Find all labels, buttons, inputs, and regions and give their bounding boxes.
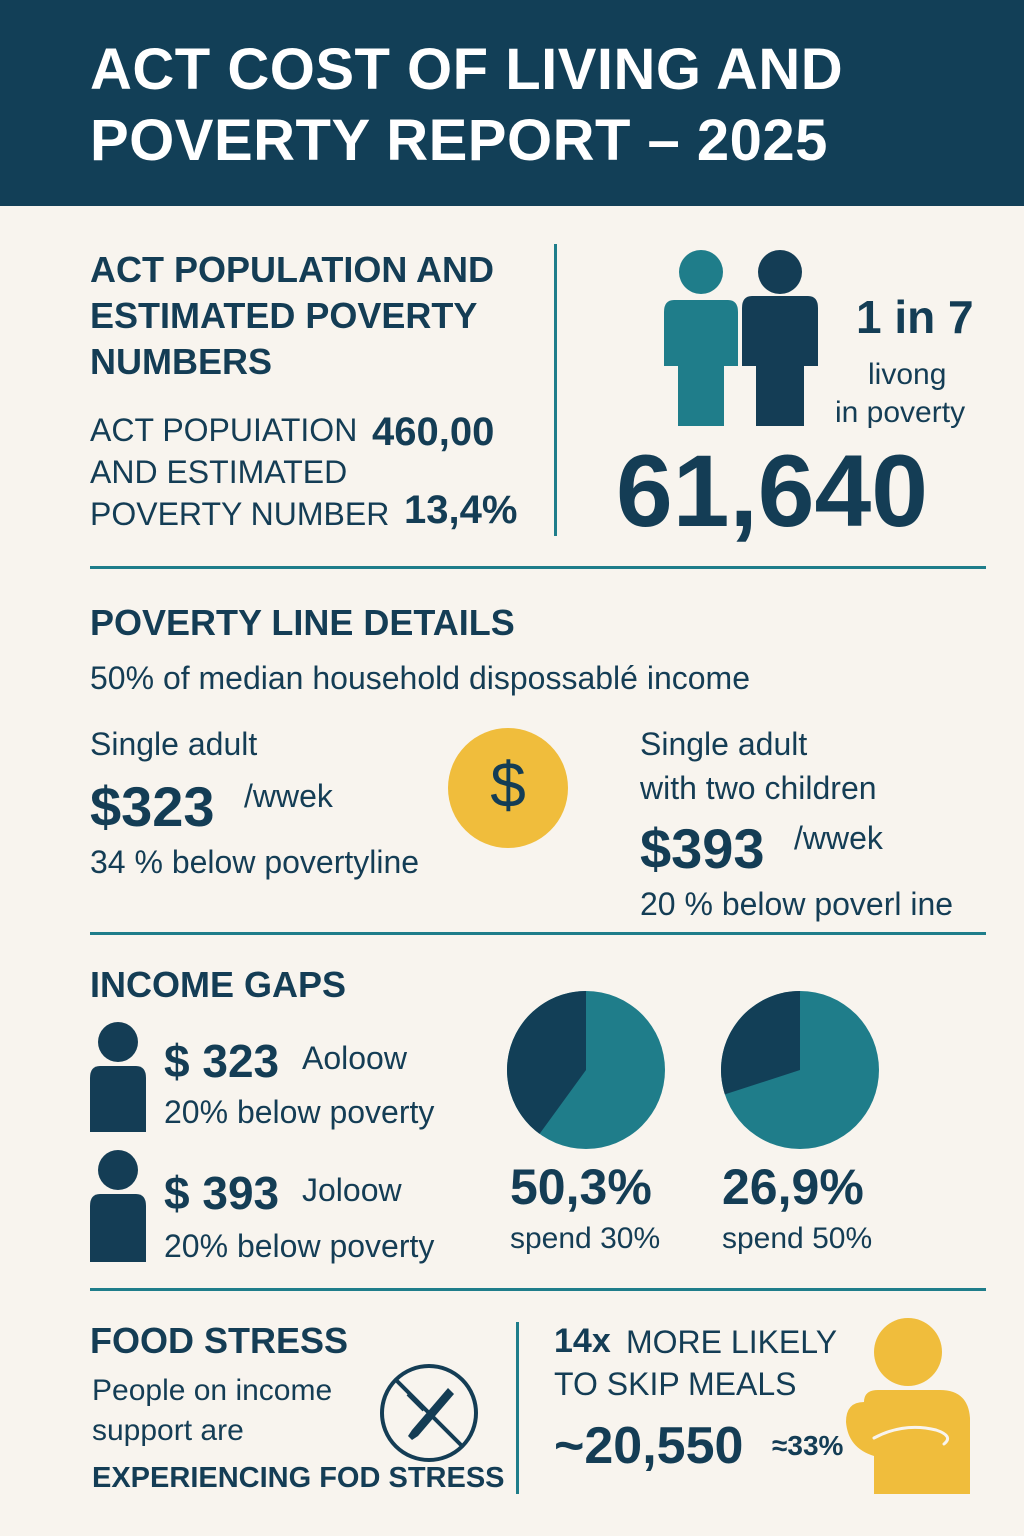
gap-row2-note: 20% below poverty xyxy=(164,1228,435,1264)
section-divider-vertical xyxy=(554,244,557,536)
ratio-caption-line1: livong xyxy=(868,358,947,391)
single-adult-amount: $323 xyxy=(90,775,215,838)
pie1-value: 50,3% xyxy=(510,1159,652,1215)
section-divider xyxy=(90,1288,986,1291)
population-label-line2: AND ESTIMATED xyxy=(90,454,348,490)
pie1-caption: spend 30% xyxy=(510,1222,661,1255)
population-label-line1: ACT POPUIATION xyxy=(90,412,358,448)
person-icon xyxy=(90,1150,146,1262)
pie2-value: 26,9% xyxy=(722,1159,864,1215)
skip-meals-share: ≈33% xyxy=(772,1430,844,1461)
gap-row1-note: 20% below poverty xyxy=(164,1094,435,1130)
person-teal-icon xyxy=(664,250,738,426)
food-stress-emphasis: EXPERIENCING FOD STRESS xyxy=(92,1462,505,1494)
pie-chart-30 xyxy=(506,990,666,1150)
single-adult-label: Single adult xyxy=(90,726,258,762)
section-divider xyxy=(90,932,986,935)
likely-line1: MORE LIKELY xyxy=(626,1324,838,1360)
food-stress-line1: People on income xyxy=(92,1374,333,1407)
family-amount: $393 xyxy=(640,817,765,880)
person-navy-icon xyxy=(742,250,818,426)
population-heading: ACT POPULATION AND ESTIMATED POVERTY NUM… xyxy=(90,249,494,382)
poverty-ratio: 1 in 7 xyxy=(856,291,974,343)
pie-chart-50 xyxy=(720,990,880,1150)
dollar-coin-icon: $ xyxy=(448,728,568,848)
header-banner: ACT COST OF LIVING AND POVERTY REPORT – … xyxy=(0,0,1024,206)
section-divider xyxy=(90,566,986,569)
gap-row2-word: Joloow xyxy=(302,1172,402,1208)
food-stress-line2: support are xyxy=(92,1414,244,1447)
gap-row1-word: Aoloow xyxy=(302,1040,407,1076)
population-label-line3: POVERTY NUMBER xyxy=(90,496,390,532)
family-unit: /wwek xyxy=(794,820,883,856)
dollar-symbol: $ xyxy=(490,749,526,821)
population-value: 460,00 xyxy=(372,410,495,454)
poverty-line-subtitle: 50% of median household dispossablé inco… xyxy=(90,660,750,696)
no-cutlery-icon xyxy=(378,1362,480,1464)
likely-line2: TO SKIP MEALS xyxy=(554,1366,797,1402)
pie-dark-slice xyxy=(721,991,800,1095)
section-divider-vertical xyxy=(516,1322,519,1494)
likely-multiplier: 14x xyxy=(554,1322,611,1360)
page-title: ACT COST OF LIVING AND POVERTY REPORT – … xyxy=(90,37,844,173)
person-icon xyxy=(90,1022,146,1132)
poverty-rate: 13,4% xyxy=(404,488,518,532)
family-note: 20 % below poverl ine xyxy=(640,886,954,922)
gap-row1-amount: $ 323 xyxy=(164,1035,280,1087)
hungry-person-icon xyxy=(844,1318,974,1494)
gap-row2-amount: $ 393 xyxy=(164,1167,280,1219)
family-label-line1: Single adult xyxy=(640,726,808,762)
skip-meals-count: ~20,550 xyxy=(554,1417,744,1475)
poverty-line-heading: POVERTY LINE DETAILS xyxy=(90,602,515,643)
ratio-caption-line2: in poverty xyxy=(835,396,966,429)
single-adult-note: 34 % below povertyline xyxy=(90,844,420,880)
food-stress-heading: FOOD STRESS xyxy=(90,1320,349,1361)
pie2-caption: spend 50% xyxy=(722,1222,873,1255)
family-label-line2: with two children xyxy=(640,770,877,806)
single-adult-unit: /wwek xyxy=(244,778,333,814)
poverty-count: 61,640 xyxy=(616,434,928,548)
pie-dark-slice xyxy=(507,991,586,1134)
income-gaps-heading: INCOME GAPS xyxy=(90,964,347,1005)
